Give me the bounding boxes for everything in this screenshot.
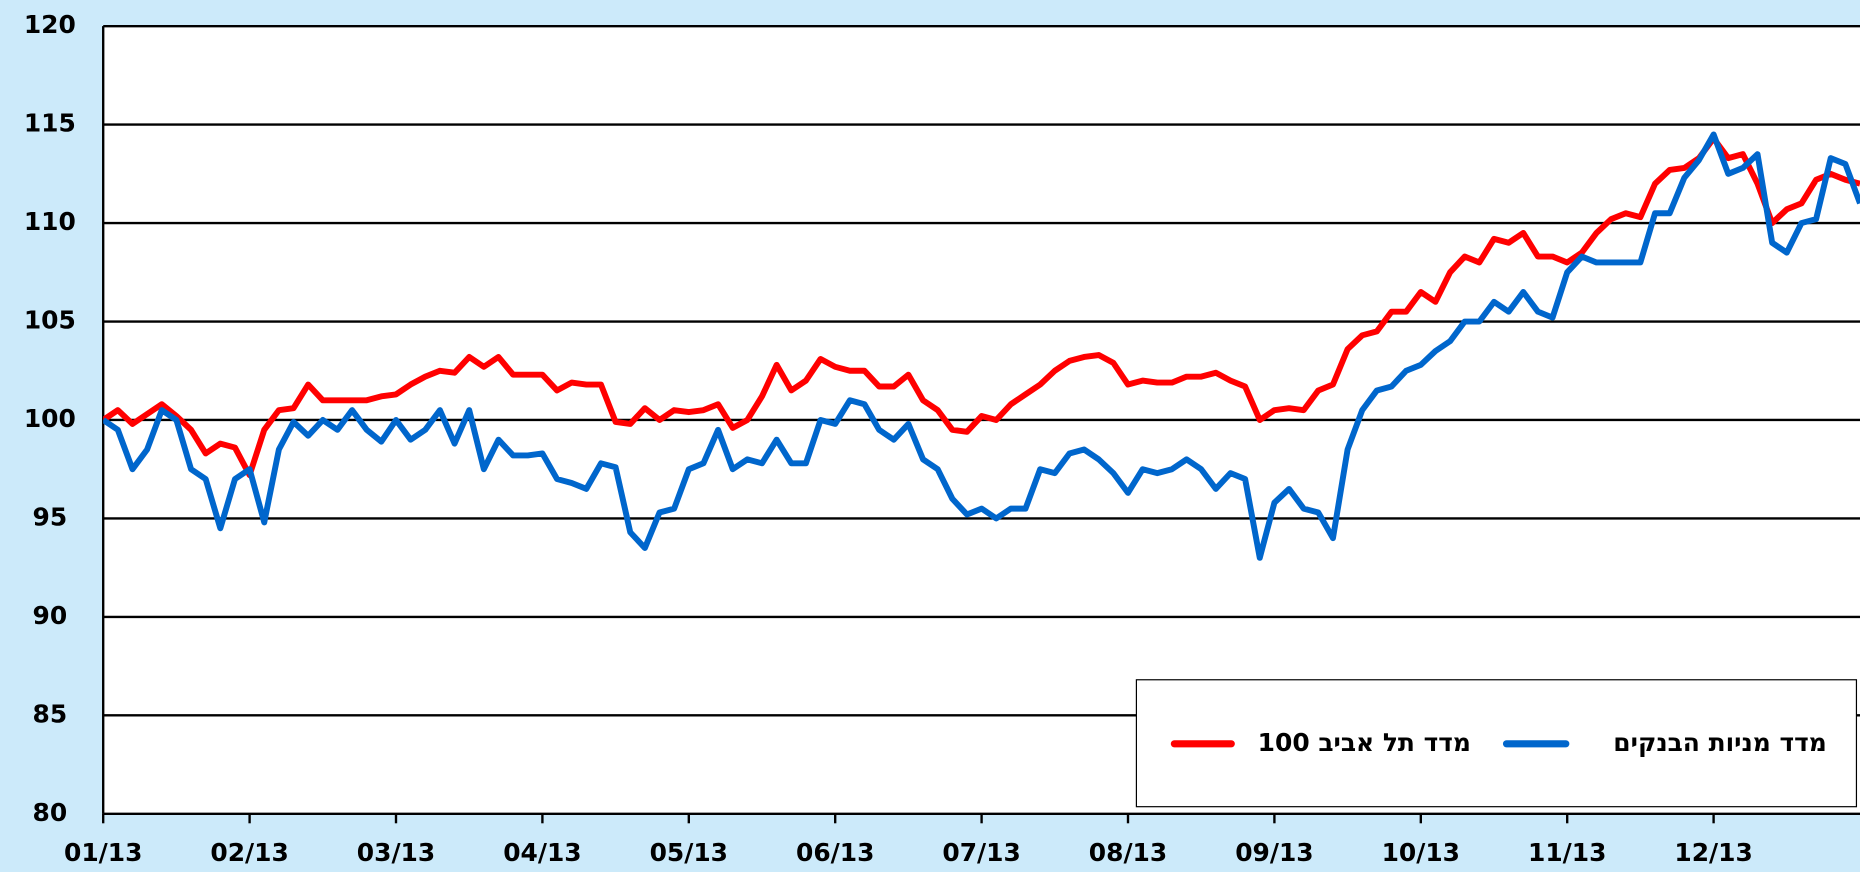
x-tick-label: 02/13 bbox=[210, 838, 288, 867]
y-tick-label: 120 bbox=[24, 10, 76, 39]
x-tick-label: 06/13 bbox=[796, 838, 874, 867]
x-tick-label: 01/13 bbox=[64, 838, 142, 867]
x-tick-label: 05/13 bbox=[650, 838, 728, 867]
x-tick-label: 11/13 bbox=[1528, 838, 1606, 867]
x-tick-label: 03/13 bbox=[357, 838, 435, 867]
x-tick-label: 07/13 bbox=[942, 838, 1020, 867]
x-tick-label: 12/13 bbox=[1674, 838, 1752, 867]
legend-box bbox=[1135, 679, 1858, 808]
x-tick-label: 04/13 bbox=[503, 838, 581, 867]
legend: מדד תל אביב 100 מדד מניות הבנקים bbox=[1135, 679, 1858, 808]
x-tick-label: 10/13 bbox=[1382, 838, 1460, 867]
y-tick-label: 90 bbox=[32, 601, 67, 630]
y-tick-label: 80 bbox=[32, 798, 67, 827]
y-tick-label: 100 bbox=[24, 404, 76, 433]
y-tick-label: 115 bbox=[24, 109, 76, 138]
y-tick-label: 85 bbox=[32, 699, 67, 728]
y-tick-label: 95 bbox=[32, 502, 67, 531]
x-tick-label: 09/13 bbox=[1235, 838, 1313, 867]
y-tick-label: 105 bbox=[24, 306, 76, 335]
legend-label: מדד מניות הבנקים bbox=[1613, 728, 1826, 757]
legend-label: מדד תל אביב 100 bbox=[1258, 728, 1471, 757]
x-tick-label: 08/13 bbox=[1089, 838, 1167, 867]
series-line bbox=[103, 135, 1860, 479]
series-line bbox=[103, 131, 1860, 561]
y-tick-label: 110 bbox=[24, 207, 76, 236]
